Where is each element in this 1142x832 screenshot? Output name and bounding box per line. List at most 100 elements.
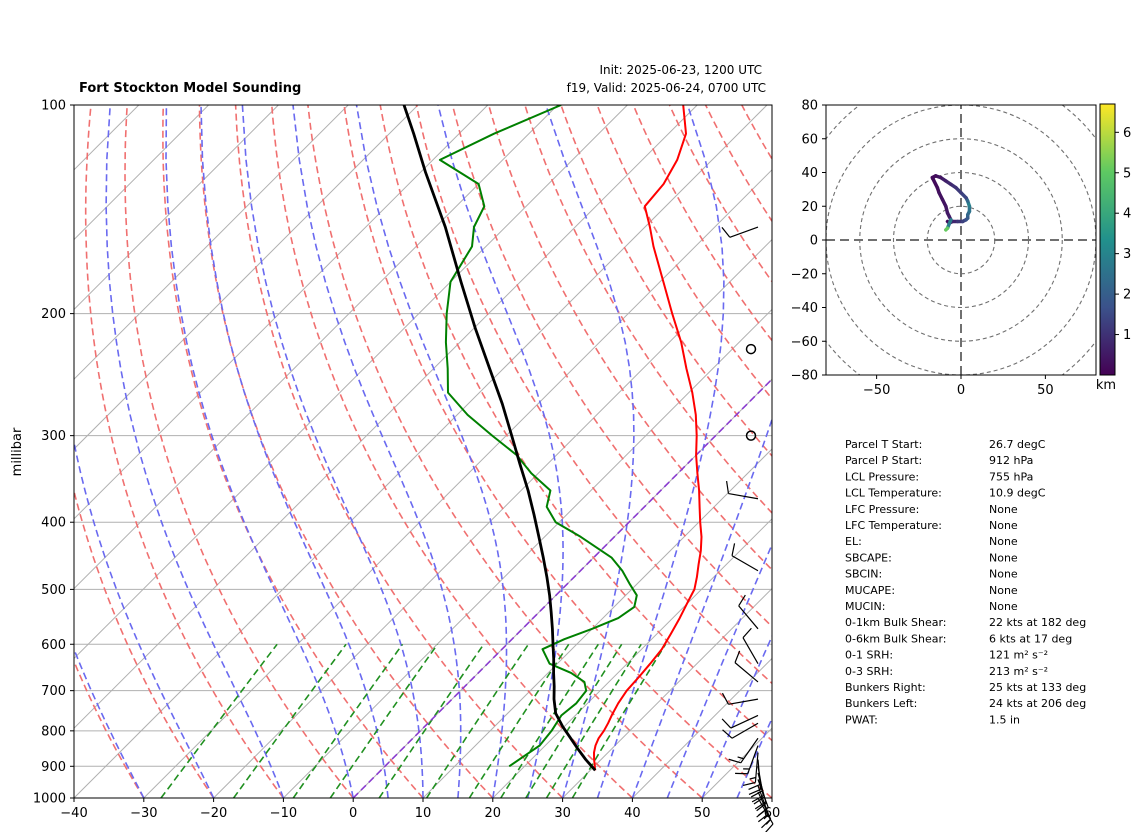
parameter-value: 25 kts at 133 deg xyxy=(989,681,1086,694)
dry-adiabat xyxy=(74,488,215,798)
parameter-value: 121 m² s⁻² xyxy=(989,649,1048,662)
y-tick-label: 900 xyxy=(41,760,66,775)
dry-adiabat xyxy=(850,105,1142,798)
colorbar-tick-label: 5 xyxy=(1123,166,1131,181)
mixing-ratio-line xyxy=(571,643,667,798)
colorbar-gradient xyxy=(1099,103,1116,376)
parameter-row: PWAT: 1.5 in xyxy=(845,713,1020,726)
dry-adiabat xyxy=(778,105,1142,798)
parameter-label: SBCIN: xyxy=(845,568,882,581)
valid-time: f19, Valid: 2025-06-24, 0700 UTC xyxy=(567,81,766,95)
parameter-row: SBCIN: None xyxy=(845,568,1018,581)
parameter-value: 755 hPa xyxy=(989,470,1033,483)
parameter-row: 0-1km Bulk Shear: 22 kts at 182 deg xyxy=(845,616,1086,629)
parameter-label: SBCAPE: xyxy=(845,551,892,564)
parameter-value: 213 m² s⁻² xyxy=(989,665,1048,678)
moist-adiabat xyxy=(631,417,772,798)
parameter-value: None xyxy=(989,519,1018,532)
isotherm xyxy=(74,105,419,450)
parameter-row: LFC Pressure: None xyxy=(845,503,1018,516)
y-tick-label: 300 xyxy=(41,429,66,444)
y-axis-label: millibar xyxy=(10,427,25,476)
parameter-value: None xyxy=(989,584,1018,597)
chart-title: Fort Stockton Model Sounding xyxy=(79,81,301,96)
x-tick-label: 20 xyxy=(485,806,502,821)
x-tick-label: −30 xyxy=(130,806,157,821)
wind-barb xyxy=(726,480,759,500)
dry-adiabat xyxy=(307,105,703,798)
parameter-value: 10.9 degC xyxy=(989,487,1046,500)
y-tick-label: 700 xyxy=(41,684,66,699)
hodo-y-tick-label: 60 xyxy=(801,132,818,147)
dry-adiabat xyxy=(84,105,285,798)
dry-adiabat xyxy=(596,105,772,400)
dry-adiabat xyxy=(632,105,772,342)
isotherm xyxy=(701,727,772,798)
init-time: Init: 2025-06-23, 1200 UTC xyxy=(599,63,762,77)
wind-barb xyxy=(748,759,762,795)
dry-adiabat xyxy=(198,105,494,798)
mixing-ratio-line xyxy=(292,643,404,798)
wind-barbs xyxy=(721,226,774,832)
mixing-ratio-line xyxy=(232,643,347,798)
colorbar-label: km xyxy=(1096,378,1116,393)
parameter-value: 22 kts at 182 deg xyxy=(989,616,1086,629)
wind-barb xyxy=(721,226,759,238)
y-tick-label: 800 xyxy=(41,724,66,739)
mixing-ratio-line xyxy=(500,643,599,798)
parameter-value: None xyxy=(989,551,1018,564)
wind-barb xyxy=(721,692,759,705)
isotherm xyxy=(74,105,279,311)
y-tick-label: 1000 xyxy=(33,792,66,807)
parameter-row: 0-6km Bulk Shear: 6 kts at 17 deg xyxy=(845,632,1072,645)
isotherm xyxy=(632,657,772,798)
isotherm xyxy=(74,105,698,729)
isotherm xyxy=(143,169,772,798)
wind-barb xyxy=(731,543,759,572)
dry-adiabat xyxy=(668,105,772,283)
parameter-label: Bunkers Right: xyxy=(845,681,926,694)
parameter-value: None xyxy=(989,568,1018,581)
parameter-label: Parcel P Start: xyxy=(845,454,922,467)
hodo-x-tick-label: 50 xyxy=(1037,383,1054,398)
x-tick-label: −10 xyxy=(270,806,297,821)
parameter-label: 0-1 SRH: xyxy=(845,649,893,662)
x-tick-label: −40 xyxy=(60,806,87,821)
isotherm xyxy=(74,105,349,380)
x-tick-label: 30 xyxy=(554,806,571,821)
wind-barb xyxy=(735,745,759,775)
parameter-row: LCL Pressure: 755 hPa xyxy=(845,470,1033,483)
parameter-row: 0-1 SRH: 121 m² s⁻² xyxy=(845,649,1048,662)
dry-adiabat xyxy=(343,105,772,798)
colorbar-tick-label: 3 xyxy=(1123,247,1131,262)
moist-adiabat xyxy=(701,634,772,798)
hodograph: −50 0 50 80 60 40 20 0 −20 −40 −60 −80 xyxy=(791,99,1097,398)
wind-barb xyxy=(745,343,757,355)
parameter-label: EL: xyxy=(845,535,862,548)
isotherm xyxy=(74,105,209,241)
colorbar-tick-label: 6 xyxy=(1123,126,1131,141)
parameter-value: 6 kts at 17 deg xyxy=(989,632,1072,645)
parameter-value: None xyxy=(989,503,1018,516)
parameter-row: 0-3 SRH: 213 m² s⁻² xyxy=(845,665,1048,678)
isotherm xyxy=(283,308,772,798)
x-tick-label: 0 xyxy=(349,806,357,821)
dry-adiabat xyxy=(415,105,772,685)
y-tick-label: 500 xyxy=(41,583,66,598)
mixing-ratio-line xyxy=(525,643,623,798)
wind-barb xyxy=(742,627,759,664)
parameter-label: 0-3 SRH: xyxy=(845,665,893,678)
parameter-row: MUCAPE: None xyxy=(845,584,1018,597)
isotherm xyxy=(492,518,772,798)
wind-barb xyxy=(738,594,759,630)
isotherm xyxy=(562,587,772,798)
parameter-value: 24 kts at 206 deg xyxy=(989,697,1086,710)
wind-barb xyxy=(750,766,764,803)
parameter-label: LCL Pressure: xyxy=(845,470,919,483)
colorbar-tick-label: 4 xyxy=(1123,207,1131,222)
parameter-label: MUCIN: xyxy=(845,600,885,613)
hodograph-rings xyxy=(826,105,1096,375)
dry-adiabat xyxy=(704,105,772,223)
y-tick-label: 400 xyxy=(41,516,66,531)
